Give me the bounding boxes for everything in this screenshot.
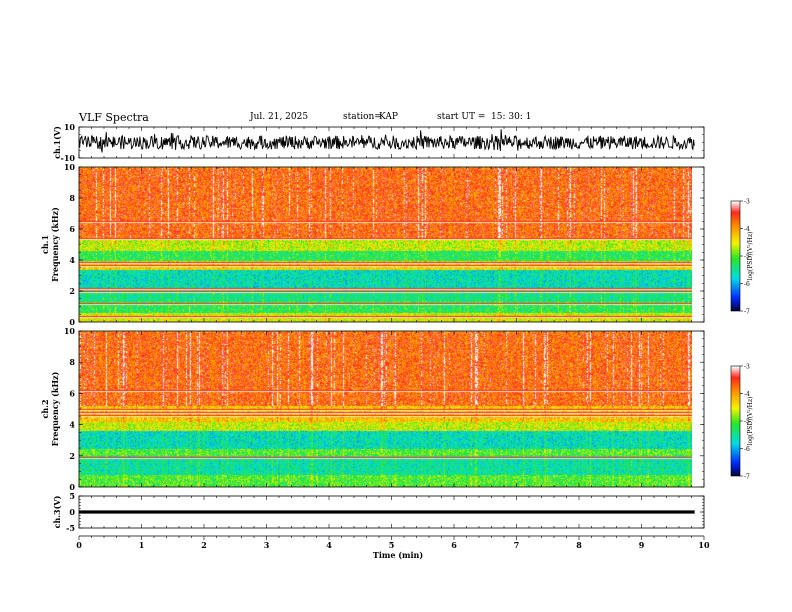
- time-axis-label: Time (min): [373, 550, 423, 560]
- ch2-colorbar-tick-label: -4: [744, 391, 750, 398]
- ch1-spec-y-tick-label: 6: [69, 224, 75, 234]
- ch1-colorbar-label: log(PSD)(V²/Hz): [747, 232, 754, 281]
- voltage-traces: [78, 129, 695, 514]
- ch2-spec-y-tick-label: 0: [69, 482, 75, 492]
- time-tick-label: 5: [389, 540, 395, 550]
- start-ut-label: start UT =: [437, 112, 486, 122]
- ch1-spec-ylabel: ch.1: [40, 235, 50, 254]
- ch2-spectrogram: [79, 331, 692, 487]
- ch2-colorbar-tick-label: -5: [744, 419, 750, 426]
- time-tick-label: 9: [639, 540, 645, 550]
- station-label: station=: [343, 112, 382, 122]
- ch1-colorbar: -3 -4 -5 -6 -7 log(PSD)(V²/Hz): [730, 199, 754, 316]
- ch2-colorbar-label: log(PSD)(V²/Hz): [747, 397, 754, 446]
- time-tick-label: 0: [76, 540, 82, 550]
- ch1-spec-y-tick-label: 8: [69, 193, 75, 203]
- ch1-spectrogram: [79, 167, 692, 322]
- ch2-spectrogram-image: [79, 331, 692, 487]
- ch1-colorbar-tick-label: -4: [744, 226, 750, 233]
- ch1-voltage-ylabel: ch.1(V): [52, 126, 62, 159]
- time-tick-label: 4: [326, 540, 332, 550]
- ch3-voltage-ylabel: ch.3(V): [52, 495, 62, 528]
- ch1-voltage-y-tick-label: 10: [64, 122, 76, 132]
- ch2-spec-y-tick-label: 4: [69, 420, 75, 430]
- ch2-spec-y-tick-label: 10: [64, 326, 76, 336]
- ch1-voltage-y-tick-label: -10: [61, 153, 76, 163]
- axis-ticks: [78, 126, 705, 540]
- ch1-colorbar-tick-label: -5: [744, 254, 750, 261]
- ch3-voltage-trace: [79, 510, 695, 514]
- ch2-spec-ylabel2: Frequency (kHz): [50, 371, 60, 446]
- ch1-voltage-trace: [78, 129, 695, 153]
- ch1-colorbar-tick-label: -7: [744, 309, 750, 316]
- ch2-colorbar-gradient: [731, 366, 740, 476]
- ch2-spec-ylabel: ch.2: [40, 399, 50, 418]
- time-tick-label: 6: [451, 540, 457, 550]
- ch1-spec-y-tick-label: 10: [64, 162, 76, 172]
- ch2-colorbar: -3 -4 -5 -6 -7 log(PSD)(V²/Hz): [730, 364, 754, 481]
- ch2-colorbar-tick-label: -3: [744, 364, 750, 371]
- time-tick-label: 2: [201, 540, 207, 550]
- ch2-colorbar-tick-label: -6: [744, 446, 750, 453]
- ch1-spec-y-tick-label: 0: [69, 317, 75, 327]
- ch2-colorbar-tick-label: -7: [744, 474, 750, 481]
- ch1-colorbar-tick-label: -3: [744, 199, 750, 206]
- date-label: Jul. 21, 2025: [250, 112, 309, 122]
- ch3-voltage-y-tick-label: -5: [66, 523, 75, 533]
- time-tick-label: 1: [139, 540, 145, 550]
- time-tick-label: 10: [698, 540, 710, 550]
- ch1-spectrogram-image: [79, 167, 692, 322]
- start-ut-value: 15: 30: 1: [491, 112, 532, 122]
- ch2-spec-y-tick-label: 8: [69, 357, 75, 367]
- ch1-spec-ylabel2: Frequency (kHz): [50, 207, 60, 282]
- ch3-voltage-y-tick-label: 5: [69, 491, 75, 501]
- time-tick-label: 8: [576, 540, 582, 550]
- chart-title: VLF Spectra: [79, 111, 149, 124]
- ch1-colorbar-gradient: [731, 201, 740, 311]
- time-tick-label: 7: [514, 540, 520, 550]
- ch2-spec-y-tick-label: 6: [69, 388, 75, 398]
- ch1-spec-y-tick-label: 4: [69, 255, 75, 265]
- ch2-spec-y-tick-label: 2: [69, 451, 75, 461]
- ch3-voltage-y-tick-label: 0: [69, 507, 75, 517]
- station-value: KAP: [379, 112, 398, 122]
- ch1-spec-y-tick-label: 2: [69, 286, 75, 296]
- ch1-colorbar-tick-label: -6: [744, 281, 750, 288]
- time-tick-label: 3: [264, 540, 270, 550]
